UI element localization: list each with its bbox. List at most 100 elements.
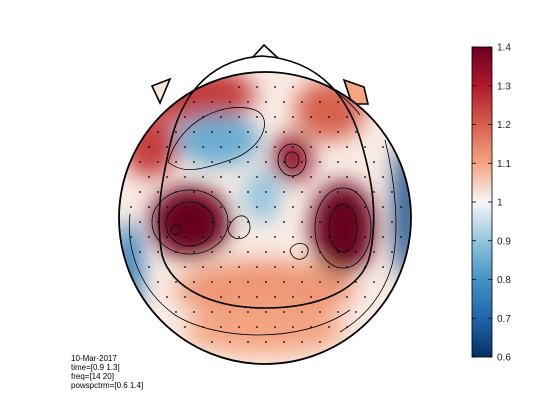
electrode-marker [337,281,339,283]
electrode-marker [175,251,177,253]
electrode-marker [319,221,321,223]
electrode-marker [319,281,321,283]
electrode-marker [328,116,330,118]
electrode-marker [328,176,330,178]
electrode-marker [238,176,240,178]
electrode-marker [274,116,276,118]
electrode-marker [265,251,267,253]
electrode-marker [193,101,195,103]
electrode-marker [256,266,258,268]
electrode-marker [220,116,222,118]
electrode-marker [229,281,231,283]
electrode-marker [247,281,249,283]
electrode-layout-outline [158,55,375,309]
electrode-marker [166,236,168,238]
electrode-marker [265,131,267,133]
electrode-marker [184,326,186,328]
electrode-marker [328,296,330,298]
electrode-marker [355,311,357,313]
right-ear [342,78,370,105]
electrode-marker [220,206,222,208]
electrode-marker [355,131,357,133]
colorbar-tick-label: 0.7 [497,314,511,325]
electrode-marker [139,221,141,223]
electrode-marker [211,281,213,283]
colorbar-tick-label: 1.1 [497,159,511,170]
electrode-marker [256,86,258,88]
electrode-marker [301,281,303,283]
electrode-marker [211,161,213,163]
electrode-marker [157,131,159,133]
electrode-marker [373,251,375,253]
electrode-marker [157,281,159,283]
electrode-marker [193,251,195,253]
region-left-fronto-central [176,114,260,166]
electrode-marker [256,206,258,208]
electrode-marker [382,266,384,268]
electrode-marker [148,236,150,238]
electrode-marker [220,266,222,268]
electrode-marker [157,251,159,253]
electrode-marker [193,161,195,163]
electrode-marker [175,311,177,313]
electrode-marker [382,206,384,208]
electrode-marker [193,311,195,313]
electrode-marker [328,326,330,328]
electrode-marker [238,266,240,268]
electrode-marker [319,191,321,193]
electrode-marker [283,251,285,253]
electrode-marker [247,341,249,343]
electrode-marker [301,341,303,343]
electrode-marker [328,266,330,268]
electrode-marker [283,131,285,133]
info-freq: freq=[14 20] [71,372,114,381]
electrode-marker [328,236,330,238]
electrode-marker [319,251,321,253]
electrode-marker [346,176,348,178]
colorbar-tick-label: 1.4 [497,43,511,54]
electrode-marker [256,326,258,328]
electrode-marker [130,206,132,208]
electrode-marker [373,221,375,223]
electrode-marker [283,311,285,313]
electrode-marker [364,236,366,238]
electrode-marker [157,221,159,223]
electrode-marker [220,296,222,298]
electrode-marker [355,161,357,163]
electrode-marker [193,191,195,193]
region-right-fronto-central [272,134,312,182]
electrode-marker [382,176,384,178]
electrode-marker [220,236,222,238]
electrode-marker [202,116,204,118]
electrode-marker [301,311,303,313]
electrode-marker [310,146,312,148]
electrode-marker [238,326,240,328]
electrode-marker [292,146,294,148]
electrode-marker [211,311,213,313]
electrode-marker [175,281,177,283]
electrode-marker [292,206,294,208]
head-outline [118,71,412,365]
info-time: time=[0.9 1.3] [71,363,120,372]
electrode-marker [184,116,186,118]
electrode-marker [346,296,348,298]
electrode-marker [274,266,276,268]
electrode-marker [148,206,150,208]
electrode-marker [301,251,303,253]
electrode-marker [184,176,186,178]
electrode-marker [202,176,204,178]
electrode-marker [166,146,168,148]
electrode-marker [256,236,258,238]
electrode-marker [202,296,204,298]
electrode-marker [310,296,312,298]
electrode-marker [310,206,312,208]
electrode-marker [391,221,393,223]
electrode-marker [355,251,357,253]
region-occipital [185,306,345,354]
electrode-marker [337,311,339,313]
electrode-marker [346,206,348,208]
colorbar-tick-label: 0.9 [497,236,511,247]
electrode-marker [292,236,294,238]
electrode-marker [364,206,366,208]
